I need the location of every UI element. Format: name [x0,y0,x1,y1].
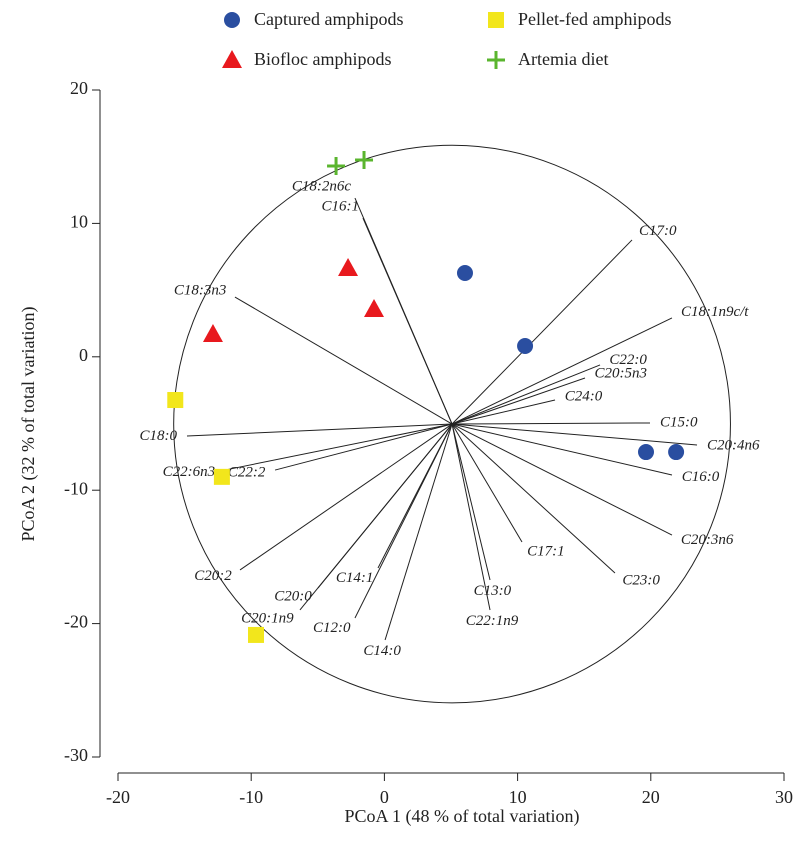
y-tick-label: -30 [64,745,88,765]
legend-label: Captured amphipods [254,9,403,29]
legend-label: Pellet-fed amphipods [518,9,671,29]
point [213,468,230,485]
loading-vector [451,239,633,425]
vector-label: C18:1n9c/t [681,304,749,320]
vector-label: C24:0 [565,389,603,405]
loading-vector [274,423,453,471]
point [456,265,473,282]
x-tick-label: -10 [239,787,263,807]
point [517,337,534,354]
vector-label: C20:5n3 [594,366,647,382]
point [327,157,346,176]
vector-label: C16:1 [321,198,359,214]
x-tick-label: -20 [106,787,130,807]
loading-vector [451,423,523,543]
loading-vector [452,423,698,446]
loading-vector [451,423,673,476]
loading-vector [239,423,453,571]
vector-label: C18:2n6c [292,178,352,194]
vector-label: C20:0 [274,589,312,605]
vector-label: C12:0 [313,620,351,636]
y-tick-label: 0 [79,345,88,365]
x-tick-label: 10 [509,787,527,807]
vector-label: C23:0 [622,573,660,589]
vector-label: C16:0 [682,469,720,485]
vector-label: C22:0 [609,352,647,368]
legend-marker [222,50,242,68]
vector-label: C20:4n6 [707,437,760,453]
loading-vector [451,423,491,581]
point [638,444,655,461]
vector-label: C14:0 [363,643,401,659]
point [202,323,223,342]
x-axis-label: PCoA 1 (48 % of total variation) [345,806,580,827]
loading-vector [362,217,453,425]
point [355,151,374,170]
loading-vector [354,423,453,619]
loading-vector [384,423,453,641]
vector-label: C22:1n9 [466,613,519,629]
x-tick-label: 0 [380,787,389,807]
y-tick-label: -20 [64,612,88,632]
vector-label: C22:6n3 [163,464,216,480]
vector-label: C13:0 [474,583,512,599]
vector-label: C20:2 [194,568,232,584]
legend-marker [487,51,505,69]
legend-marker [224,12,240,28]
loading-vector [451,399,556,425]
point [247,626,264,643]
correlation-circle [173,144,731,704]
loading-vector [451,364,601,425]
vector-label: C18:3n3 [174,282,227,298]
loading-vector [451,423,673,536]
vector-label: C18:0 [140,428,178,444]
point [338,257,359,276]
vector-label: C20:3n6 [681,532,734,548]
loading-vector [451,423,491,611]
loading-vector [224,423,453,471]
x-tick-label: 30 [775,787,793,807]
point [668,444,685,461]
legend-label: Biofloc amphipods [254,49,392,69]
vector-label: C14:1 [336,570,374,586]
vector-label: C15:0 [660,414,698,430]
x-tick-label: 20 [642,787,660,807]
y-axis-label: PCoA 2 (32 % of total variation) [18,307,39,542]
vector-label: C22:2 [228,465,266,481]
y-tick-label: 10 [70,212,88,232]
y-tick-label: -10 [64,478,88,498]
legend-label: Artemia diet [518,49,608,69]
loading-vector [451,423,616,574]
vector-label: C20:1n9 [241,611,294,627]
point [167,392,184,409]
vector-label: C17:0 [639,223,677,239]
legend-marker [488,12,504,28]
point [364,299,385,318]
loading-vector [186,423,453,437]
loading-vector [452,422,651,425]
y-tick-label: 20 [70,78,88,98]
loading-vector [299,423,453,611]
vector-label: C17:1 [527,544,565,560]
loading-vector [451,377,586,425]
loading-vector [451,317,673,425]
loading-vector [234,296,453,425]
